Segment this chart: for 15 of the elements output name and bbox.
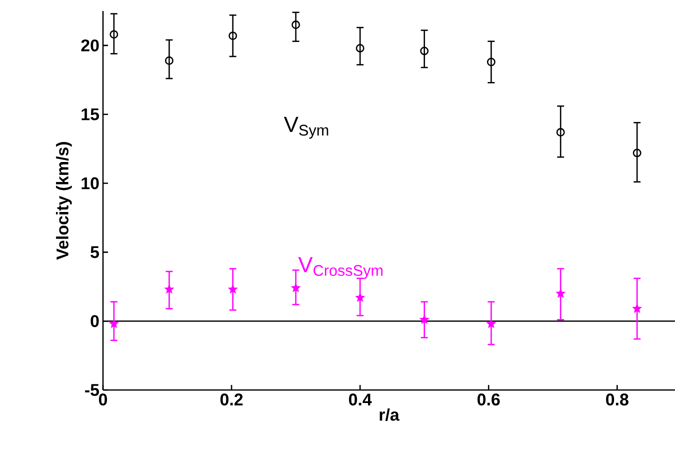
y-axis-title: Velocity (km/s) <box>56 142 72 260</box>
x-tick-label: 0.6 <box>478 394 500 406</box>
y-tick-label: 20 <box>81 39 99 52</box>
y-tick-label: 15 <box>82 108 100 120</box>
series-label: V$_{CrossSym}$ <box>298 257 382 279</box>
y-tick-label: -5 <box>85 384 100 396</box>
text: V$_{Sym}$ <box>284 116 328 139</box>
x-tick-label: 0.8 <box>606 394 628 406</box>
x-tick-label: 0.2 <box>220 394 243 406</box>
y-tick-label: 5 <box>90 246 100 258</box>
y-tick-label: 10 <box>82 177 99 190</box>
x-axis-title: r/a <box>380 408 400 421</box>
x-tick-label: 0 <box>98 394 108 406</box>
y-tick-label: 0 <box>90 315 99 328</box>
x-tick-label: 0.4 <box>348 394 372 406</box>
